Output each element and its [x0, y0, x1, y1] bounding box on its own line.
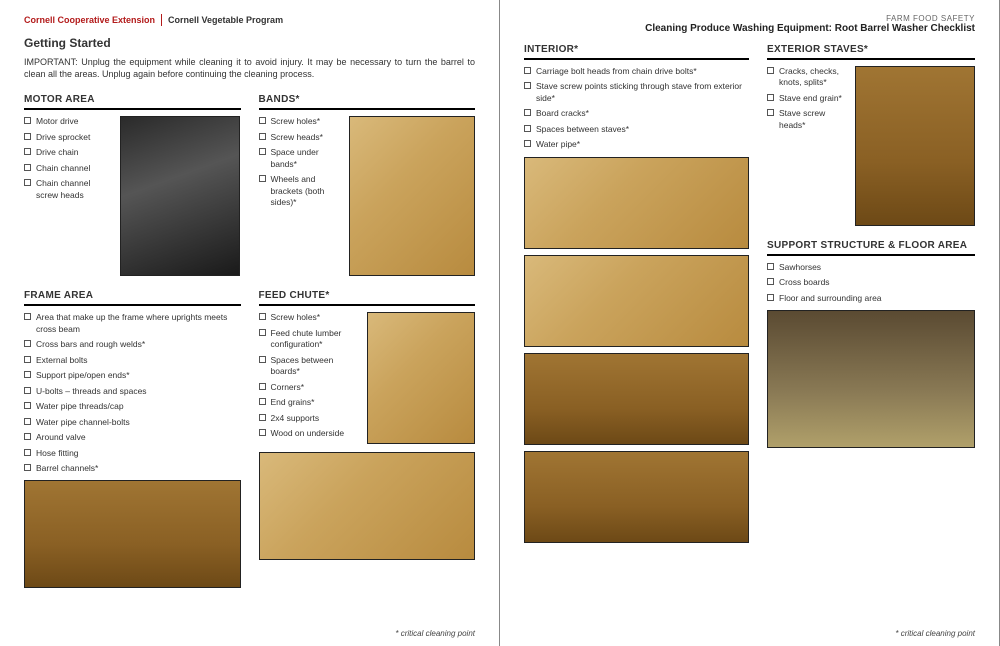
footnote-right: * critical cleaning point: [895, 629, 975, 638]
right-right-col: EXTERIOR STAVES* Cracks, checks, knots, …: [767, 44, 975, 557]
photo-support: [767, 310, 975, 448]
section-title-motor: MOTOR AREA: [24, 94, 241, 110]
photo-exterior: [855, 66, 975, 226]
brand-divider: [161, 14, 162, 26]
brand-red: Cornell Cooperative Extension: [24, 15, 155, 25]
right-page: FARM FOOD SAFETY Cleaning Produce Washin…: [500, 0, 1000, 646]
section-bands: BANDS* Screw holes* Screw heads* Space u…: [259, 94, 476, 276]
section-title-exterior: EXTERIOR STAVES*: [767, 44, 975, 60]
section-exterior: EXTERIOR STAVES* Cracks, checks, knots, …: [767, 44, 975, 226]
brand-sub: Cornell Vegetable Program: [168, 15, 283, 25]
checklist-support: Sawhorses Cross boards Floor and surroun…: [767, 262, 975, 304]
photo-interior-1: [524, 157, 749, 249]
photo-interior-2: [524, 255, 749, 347]
section-motor: MOTOR AREA Motor drive Drive sprocket Dr…: [24, 94, 241, 276]
photo-feedchute-side: [367, 312, 475, 444]
photo-interior-3: [524, 353, 749, 445]
photo-bands: [349, 116, 475, 276]
right-col: BANDS* Screw holes* Screw heads* Space u…: [259, 94, 476, 602]
intro-title: Getting Started: [24, 36, 475, 50]
checklist-interior: Carriage bolt heads from chain drive bol…: [524, 66, 749, 151]
photo-frame: [24, 480, 241, 588]
footnote-left: * critical cleaning point: [395, 629, 475, 638]
right-left-col: INTERIOR* Carriage bolt heads from chain…: [524, 44, 749, 557]
left-col: MOTOR AREA Motor drive Drive sprocket Dr…: [24, 94, 241, 602]
section-interior: INTERIOR* Carriage bolt heads from chain…: [524, 44, 749, 543]
left-page: Cornell Cooperative Extension Cornell Ve…: [0, 0, 500, 646]
photo-interior-4: [524, 451, 749, 543]
photo-feedchute-bottom: [259, 452, 476, 560]
section-title-feedchute: FEED CHUTE*: [259, 290, 476, 306]
header-right: FARM FOOD SAFETY Cleaning Produce Washin…: [524, 14, 975, 34]
checklist-frame: Area that make up the frame where uprigh…: [24, 312, 241, 474]
section-title-interior: INTERIOR*: [524, 44, 749, 60]
section-title-frame: FRAME AREA: [24, 290, 241, 306]
photo-motor: [120, 116, 240, 276]
overline: FARM FOOD SAFETY: [524, 14, 975, 23]
doc-title: Cleaning Produce Washing Equipment: Root…: [524, 23, 975, 34]
checklist-motor: Motor drive Drive sprocket Drive chain C…: [24, 116, 112, 205]
checklist-feedchute: Screw holes* Feed chute lumber configura…: [259, 312, 359, 443]
left-columns: MOTOR AREA Motor drive Drive sprocket Dr…: [24, 94, 475, 602]
section-title-bands: BANDS*: [259, 94, 476, 110]
header-left: Cornell Cooperative Extension Cornell Ve…: [24, 14, 475, 26]
section-feedchute: FEED CHUTE* Screw holes* Feed chute lumb…: [259, 290, 476, 560]
checklist-exterior: Cracks, checks, knots, splits* Stave end…: [767, 66, 847, 135]
section-support: SUPPORT STRUCTURE & FLOOR AREA Sawhorses…: [767, 240, 975, 448]
checklist-bands: Screw holes* Screw heads* Space under ba…: [259, 116, 341, 212]
intro-body: IMPORTANT: Unplug the equipment while cl…: [24, 56, 475, 80]
section-title-support: SUPPORT STRUCTURE & FLOOR AREA: [767, 240, 975, 256]
section-frame: FRAME AREA Area that make up the frame w…: [24, 290, 241, 588]
right-columns: INTERIOR* Carriage bolt heads from chain…: [524, 44, 975, 557]
